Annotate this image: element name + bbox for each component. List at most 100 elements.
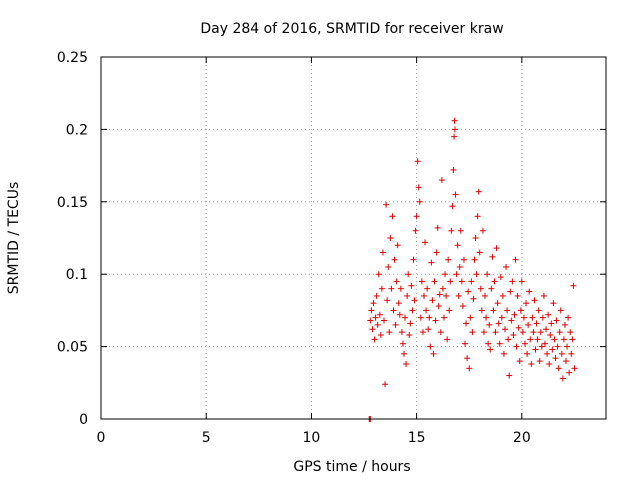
data-point	[372, 314, 379, 321]
data-point	[385, 263, 392, 270]
x-tick-label: 5	[202, 430, 211, 446]
data-point	[391, 256, 398, 263]
data-point	[440, 314, 447, 321]
chart-title: Day 284 of 2016, SRMTID for receiver kra…	[200, 21, 503, 37]
data-point	[437, 329, 444, 336]
data-point	[470, 295, 477, 302]
axis-ticks	[100, 56, 606, 420]
data-point	[462, 340, 469, 347]
data-point	[374, 321, 381, 328]
data-point	[452, 191, 459, 198]
data-point	[497, 274, 504, 281]
data-point	[467, 314, 474, 321]
data-point	[502, 326, 508, 333]
data-point	[371, 336, 378, 343]
data-point	[490, 307, 497, 314]
data-point	[446, 307, 453, 314]
data-point	[496, 340, 503, 347]
data-point	[527, 336, 534, 343]
data-point	[415, 184, 422, 191]
data-point	[430, 350, 437, 357]
plot-area-border	[100, 56, 607, 420]
data-point	[451, 117, 458, 124]
data-point	[480, 329, 487, 336]
data-point	[528, 360, 535, 367]
data-point	[523, 300, 530, 307]
data-point	[553, 317, 560, 324]
data-point	[517, 307, 524, 314]
data-point	[558, 350, 565, 357]
data-point	[394, 242, 401, 249]
data-point	[468, 278, 475, 285]
data-point	[492, 329, 499, 336]
data-point	[479, 227, 486, 234]
data-point	[499, 292, 506, 299]
data-point	[389, 213, 396, 220]
y-tick-label: 0.05	[57, 340, 88, 356]
data-point	[559, 375, 566, 382]
data-point	[460, 256, 467, 263]
data-point	[411, 297, 418, 304]
data-point	[449, 203, 456, 210]
data-point	[456, 263, 463, 270]
data-point	[375, 271, 382, 278]
data-point	[541, 340, 548, 347]
data-point	[521, 340, 528, 347]
y-tick-label: 0.1	[66, 267, 88, 283]
data-point	[509, 278, 516, 285]
data-point	[466, 365, 473, 372]
data-point	[504, 307, 511, 314]
data-point	[519, 329, 526, 336]
data-point	[450, 166, 457, 173]
data-point	[403, 360, 410, 367]
data-point	[439, 285, 446, 292]
x-tick-label: 15	[408, 430, 426, 446]
data-point	[555, 365, 562, 372]
data-point	[526, 288, 533, 295]
data-point	[370, 300, 377, 307]
data-point	[524, 350, 531, 357]
data-point	[477, 285, 484, 292]
data-point	[424, 285, 431, 292]
data-point	[406, 332, 413, 339]
data-point	[409, 307, 416, 314]
data-point	[432, 317, 439, 324]
data-point	[544, 350, 551, 357]
data-point	[444, 336, 451, 343]
data-point	[549, 346, 556, 353]
data-point	[548, 320, 555, 327]
data-point	[489, 253, 496, 260]
data-point	[543, 326, 550, 333]
data-point	[390, 307, 397, 314]
data-point	[463, 320, 470, 327]
data-point	[565, 314, 572, 321]
data-point	[399, 340, 406, 347]
data-point	[448, 227, 455, 234]
data-point	[386, 329, 393, 336]
data-point	[525, 321, 532, 328]
data-point	[567, 329, 574, 336]
data-point	[474, 213, 481, 220]
data-point	[534, 336, 541, 343]
data-point	[396, 311, 403, 318]
data-point	[564, 343, 571, 350]
data-point	[369, 326, 376, 333]
data-point	[458, 278, 465, 285]
data-point	[566, 369, 573, 376]
data-point	[428, 259, 435, 266]
data-point	[465, 288, 472, 295]
data-point	[475, 188, 482, 195]
data-point	[447, 278, 454, 285]
data-point	[435, 303, 442, 310]
data-point	[486, 321, 493, 328]
data-point	[552, 355, 559, 362]
data-point	[401, 350, 407, 357]
data-point	[417, 314, 424, 321]
data-point	[454, 242, 461, 249]
data-point	[459, 303, 466, 310]
data-point	[402, 314, 409, 321]
data-point	[408, 282, 415, 289]
data-point	[557, 307, 564, 314]
data-point	[472, 235, 479, 241]
data-point	[539, 314, 546, 321]
